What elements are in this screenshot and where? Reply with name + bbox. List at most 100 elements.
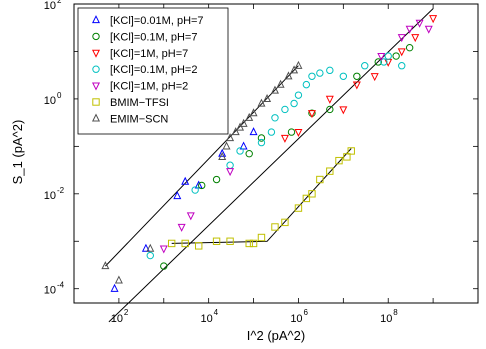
- data-point: [424, 25, 433, 34]
- data-point: [245, 239, 253, 248]
- data-point: [146, 251, 154, 260]
- data-point: [308, 190, 316, 198]
- legend: [KCl]=0.01M, pH=7 [KCl]=0.1M, pH=7 [KCl]=1…: [77, 7, 229, 135]
- data-point: [294, 60, 303, 69]
- data-point: [374, 58, 382, 66]
- data-point: [398, 62, 406, 70]
- data-point: [335, 156, 343, 165]
- data-point: [411, 34, 420, 43]
- y-tick-label-exponent: 0: [57, 91, 62, 100]
- data-point: [361, 62, 369, 70]
- x-tick-label: 10: [111, 313, 123, 325]
- data-point: [281, 105, 289, 114]
- data-point: [186, 212, 195, 221]
- data-point: [380, 58, 388, 66]
- data-point: [384, 52, 392, 60]
- legend-marker: [91, 113, 101, 122]
- fit-line-2: [108, 8, 434, 323]
- data-point: [226, 237, 234, 245]
- x-tick-label: 10: [201, 313, 213, 325]
- legend-marker: [91, 82, 101, 91]
- data-point: [177, 223, 186, 232]
- series-5: [159, 19, 433, 254]
- data-point: [302, 194, 311, 203]
- legend-label: [KCl]=0.1M, pH=7: [110, 31, 197, 43]
- data-point: [226, 168, 235, 177]
- y-tick-label: 10: [44, 190, 56, 202]
- data-point: [110, 283, 119, 292]
- data-point: [167, 239, 176, 248]
- data-point: [267, 128, 276, 136]
- legend-item: EMIM−SCN: [91, 113, 168, 125]
- data-point: [302, 80, 311, 89]
- x-tick-label-exponent: 2: [124, 308, 129, 317]
- data-point: [218, 151, 227, 160]
- data-point: [271, 114, 279, 122]
- x-tick-label-exponent: 6: [303, 308, 308, 317]
- data-point: [397, 48, 406, 57]
- data-point: [195, 242, 203, 250]
- data-point: [326, 105, 334, 114]
- data-point: [173, 191, 182, 200]
- data-point: [239, 141, 248, 150]
- data-point: [245, 112, 254, 121]
- data-point: [397, 34, 406, 43]
- data-point: [114, 275, 123, 284]
- data-point: [370, 73, 379, 82]
- data-point: [308, 72, 316, 80]
- data-point: [316, 175, 324, 184]
- y-tick-label: 10: [44, 285, 56, 297]
- data-point: [249, 108, 258, 117]
- data-point: [181, 239, 189, 248]
- data-point: [290, 65, 299, 74]
- data-point: [263, 93, 272, 103]
- plot-frame: [73, 3, 479, 304]
- data-point: [239, 118, 248, 127]
- y-axis-label: S_1 (pA^2): [10, 120, 25, 185]
- series-7: [101, 60, 303, 284]
- data-point: [352, 81, 361, 90]
- legend-label: BMIM−TFSI: [110, 97, 169, 109]
- y-tick-label: 10: [44, 95, 56, 107]
- data-point: [377, 52, 386, 61]
- series-2: [160, 43, 414, 270]
- data-point: [307, 110, 316, 119]
- legend-item: [KCl]=1M, pH=2: [91, 81, 188, 93]
- data-point: [212, 175, 221, 184]
- legend-item: [KCl]=0.01M, pH=7: [91, 15, 204, 27]
- legend-marker: [92, 98, 100, 106]
- data-point: [353, 72, 361, 80]
- data-point: [194, 180, 203, 189]
- data-point: [415, 19, 424, 28]
- y-tick-label-exponent: 2: [57, 0, 62, 5]
- series-3: [280, 15, 438, 143]
- data-point: [160, 262, 168, 270]
- data-point: [212, 237, 221, 245]
- data-point: [236, 147, 244, 155]
- data-point: [343, 153, 351, 161]
- legend-marker: [91, 15, 101, 24]
- data-point: [257, 233, 266, 242]
- data-point: [231, 127, 240, 136]
- series-6: [167, 147, 355, 250]
- data-point: [146, 243, 155, 252]
- data-point: [257, 138, 266, 147]
- legend-item: BMIM−TFSI: [92, 97, 169, 109]
- data-point: [316, 69, 324, 77]
- legend-marker: [92, 65, 100, 73]
- data-point: [294, 204, 303, 212]
- data-point: [326, 66, 334, 75]
- data-point: [159, 245, 168, 254]
- y-tick-label: 10: [44, 0, 56, 12]
- data-point: [405, 25, 414, 34]
- data-point: [270, 85, 279, 94]
- data-point: [276, 79, 285, 88]
- data-point: [290, 99, 298, 108]
- data-point: [294, 91, 303, 99]
- legend-label: [KCl]=1M, pH=2: [110, 81, 188, 93]
- data-point: [198, 181, 206, 190]
- data-point: [429, 15, 438, 24]
- data-point: [245, 150, 253, 158]
- x-axis-label: I^2 (pA^2): [247, 328, 305, 343]
